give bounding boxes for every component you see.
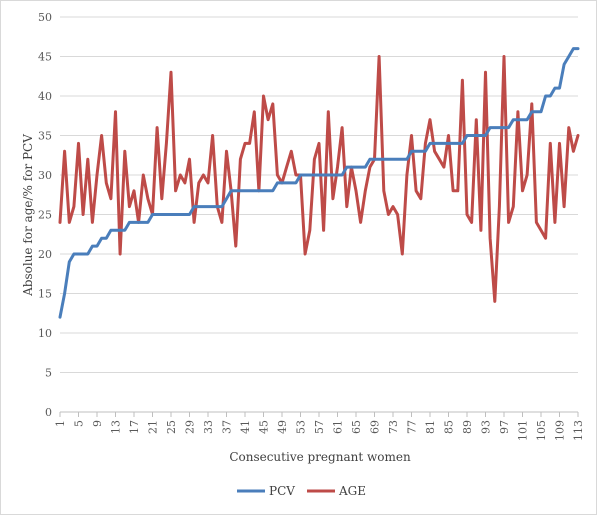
- x-tick-label: 17: [128, 420, 141, 434]
- x-tick-labels: 1 5 9 13 17 21 25 29 33 37 41 45 49 53 57 61 65 69 73 77 81 8…: [54, 420, 585, 441]
- x-tick-label: 65: [350, 420, 363, 434]
- x-tick-label: 13: [110, 420, 123, 434]
- series-line-age: [58, 55, 580, 303]
- x-tick-label: 81: [424, 420, 437, 434]
- x-tick-label: 73: [387, 420, 400, 434]
- x-tick-label: 29: [184, 420, 197, 434]
- x-tick-label: 77: [406, 420, 419, 434]
- x-tick-label: 93: [480, 420, 493, 434]
- x-tick-label: 45: [258, 420, 271, 434]
- x-tick-label: 41: [239, 420, 252, 434]
- y-tick-label: 5: [45, 367, 52, 380]
- y-tick-label: 20: [38, 248, 52, 261]
- y-axis-title: Absolue for age/% for PCV: [21, 134, 35, 297]
- x-tick-label: 85: [443, 420, 456, 434]
- x-tick-label: 113: [572, 420, 585, 441]
- y-tick-label: 10: [38, 327, 52, 340]
- y-tick-label: 25: [38, 209, 52, 222]
- x-tick-label: 97: [498, 420, 511, 434]
- x-tick-label: 1: [54, 420, 67, 427]
- y-tick-label: 40: [38, 90, 52, 103]
- gridlines: [60, 16, 578, 373]
- legend-label-pcv: PCV: [269, 484, 295, 498]
- x-tick-label: 21: [147, 420, 160, 434]
- x-axis-title: Consecutive pregnant women: [229, 450, 411, 464]
- x-tick-label: 25: [165, 420, 178, 434]
- y-tick-labels: 0 5 10 15 20 25 30 35 40 45 50: [38, 11, 52, 419]
- x-tick-label: 53: [295, 420, 308, 434]
- legend-label-age: AGE: [338, 484, 366, 498]
- axes: [59, 411, 579, 417]
- x-tick-label: 101: [517, 420, 530, 441]
- x-tick-label: 33: [202, 420, 215, 434]
- series-line-pcv: [58, 47, 580, 319]
- x-tick-label: 57: [313, 420, 326, 434]
- x-tick-label: 89: [461, 420, 474, 434]
- y-tick-label: 45: [38, 51, 52, 64]
- series-lines: [58, 47, 580, 319]
- y-tick-label: 0: [45, 406, 52, 419]
- x-tick-label: 5: [73, 420, 86, 427]
- y-tick-label: 35: [38, 130, 52, 143]
- x-tick-label: 37: [221, 420, 234, 434]
- y-tick-label: 30: [38, 169, 52, 182]
- x-tick-label: 105: [535, 420, 548, 441]
- legend: PCV AGE: [237, 484, 366, 498]
- x-tick-label: 9: [91, 420, 104, 427]
- x-tick-label: 49: [276, 420, 289, 434]
- y-tick-label: 50: [38, 11, 52, 24]
- y-tick-label: 15: [38, 288, 52, 301]
- x-tick-label: 69: [369, 420, 382, 434]
- x-tick-label: 61: [332, 420, 345, 434]
- x-tick-label: 109: [554, 420, 567, 441]
